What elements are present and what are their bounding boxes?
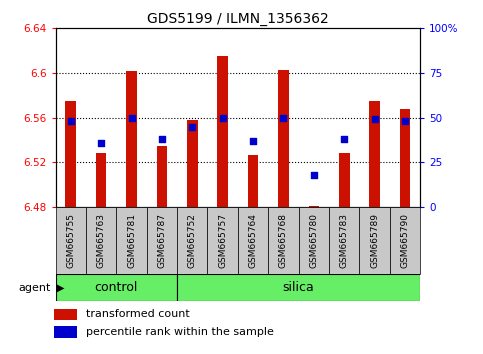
Bar (268, 207, 298, 274)
Text: silica: silica (283, 281, 314, 294)
Bar (339, 153, 350, 207)
Bar (147, 207, 177, 274)
Bar (217, 56, 228, 207)
Bar (400, 109, 411, 207)
Point (371, 117, 379, 122)
Bar (177, 207, 208, 274)
Bar (86, 207, 116, 274)
Point (128, 115, 135, 120)
Text: ▶: ▶ (57, 282, 64, 293)
Text: GSM665783: GSM665783 (340, 213, 349, 268)
Point (249, 138, 257, 144)
Bar (116, 207, 147, 274)
Title: GDS5199 / ILMN_1356362: GDS5199 / ILMN_1356362 (147, 12, 329, 26)
Bar (390, 207, 420, 274)
Text: GSM665789: GSM665789 (370, 213, 379, 268)
Bar (309, 206, 319, 207)
Point (341, 136, 348, 142)
Text: GSM665790: GSM665790 (400, 213, 410, 268)
Bar (238, 207, 268, 274)
Bar (278, 70, 289, 207)
Bar (126, 71, 137, 207)
Text: GSM665781: GSM665781 (127, 213, 136, 268)
Bar (187, 120, 198, 207)
Bar (65, 101, 76, 207)
Point (158, 136, 166, 142)
Point (188, 124, 196, 130)
Bar (369, 101, 380, 207)
Point (401, 119, 409, 124)
Text: GSM665780: GSM665780 (309, 213, 318, 268)
Text: GSM665787: GSM665787 (157, 213, 167, 268)
Bar (56, 274, 177, 301)
Text: GSM665763: GSM665763 (97, 213, 106, 268)
Bar (156, 145, 167, 207)
Text: GSM665768: GSM665768 (279, 213, 288, 268)
Bar (54, 326, 77, 338)
Bar (298, 207, 329, 274)
Point (97, 140, 105, 145)
Point (280, 115, 287, 120)
Text: transformed count: transformed count (86, 309, 190, 319)
Text: percentile rank within the sample: percentile rank within the sample (86, 327, 274, 337)
Point (310, 172, 318, 178)
Point (67, 119, 74, 124)
Text: GSM665757: GSM665757 (218, 213, 227, 268)
Point (219, 115, 227, 120)
Bar (56, 207, 86, 274)
Text: agent: agent (18, 282, 51, 293)
Bar (359, 207, 390, 274)
Bar (329, 207, 359, 274)
Text: GSM665755: GSM665755 (66, 213, 75, 268)
Bar (96, 153, 106, 207)
Text: GSM665764: GSM665764 (249, 213, 257, 268)
Text: GSM665752: GSM665752 (188, 213, 197, 268)
Bar (248, 155, 258, 207)
Text: control: control (95, 281, 138, 294)
Bar (54, 309, 77, 320)
Bar (208, 207, 238, 274)
Bar (177, 274, 420, 301)
